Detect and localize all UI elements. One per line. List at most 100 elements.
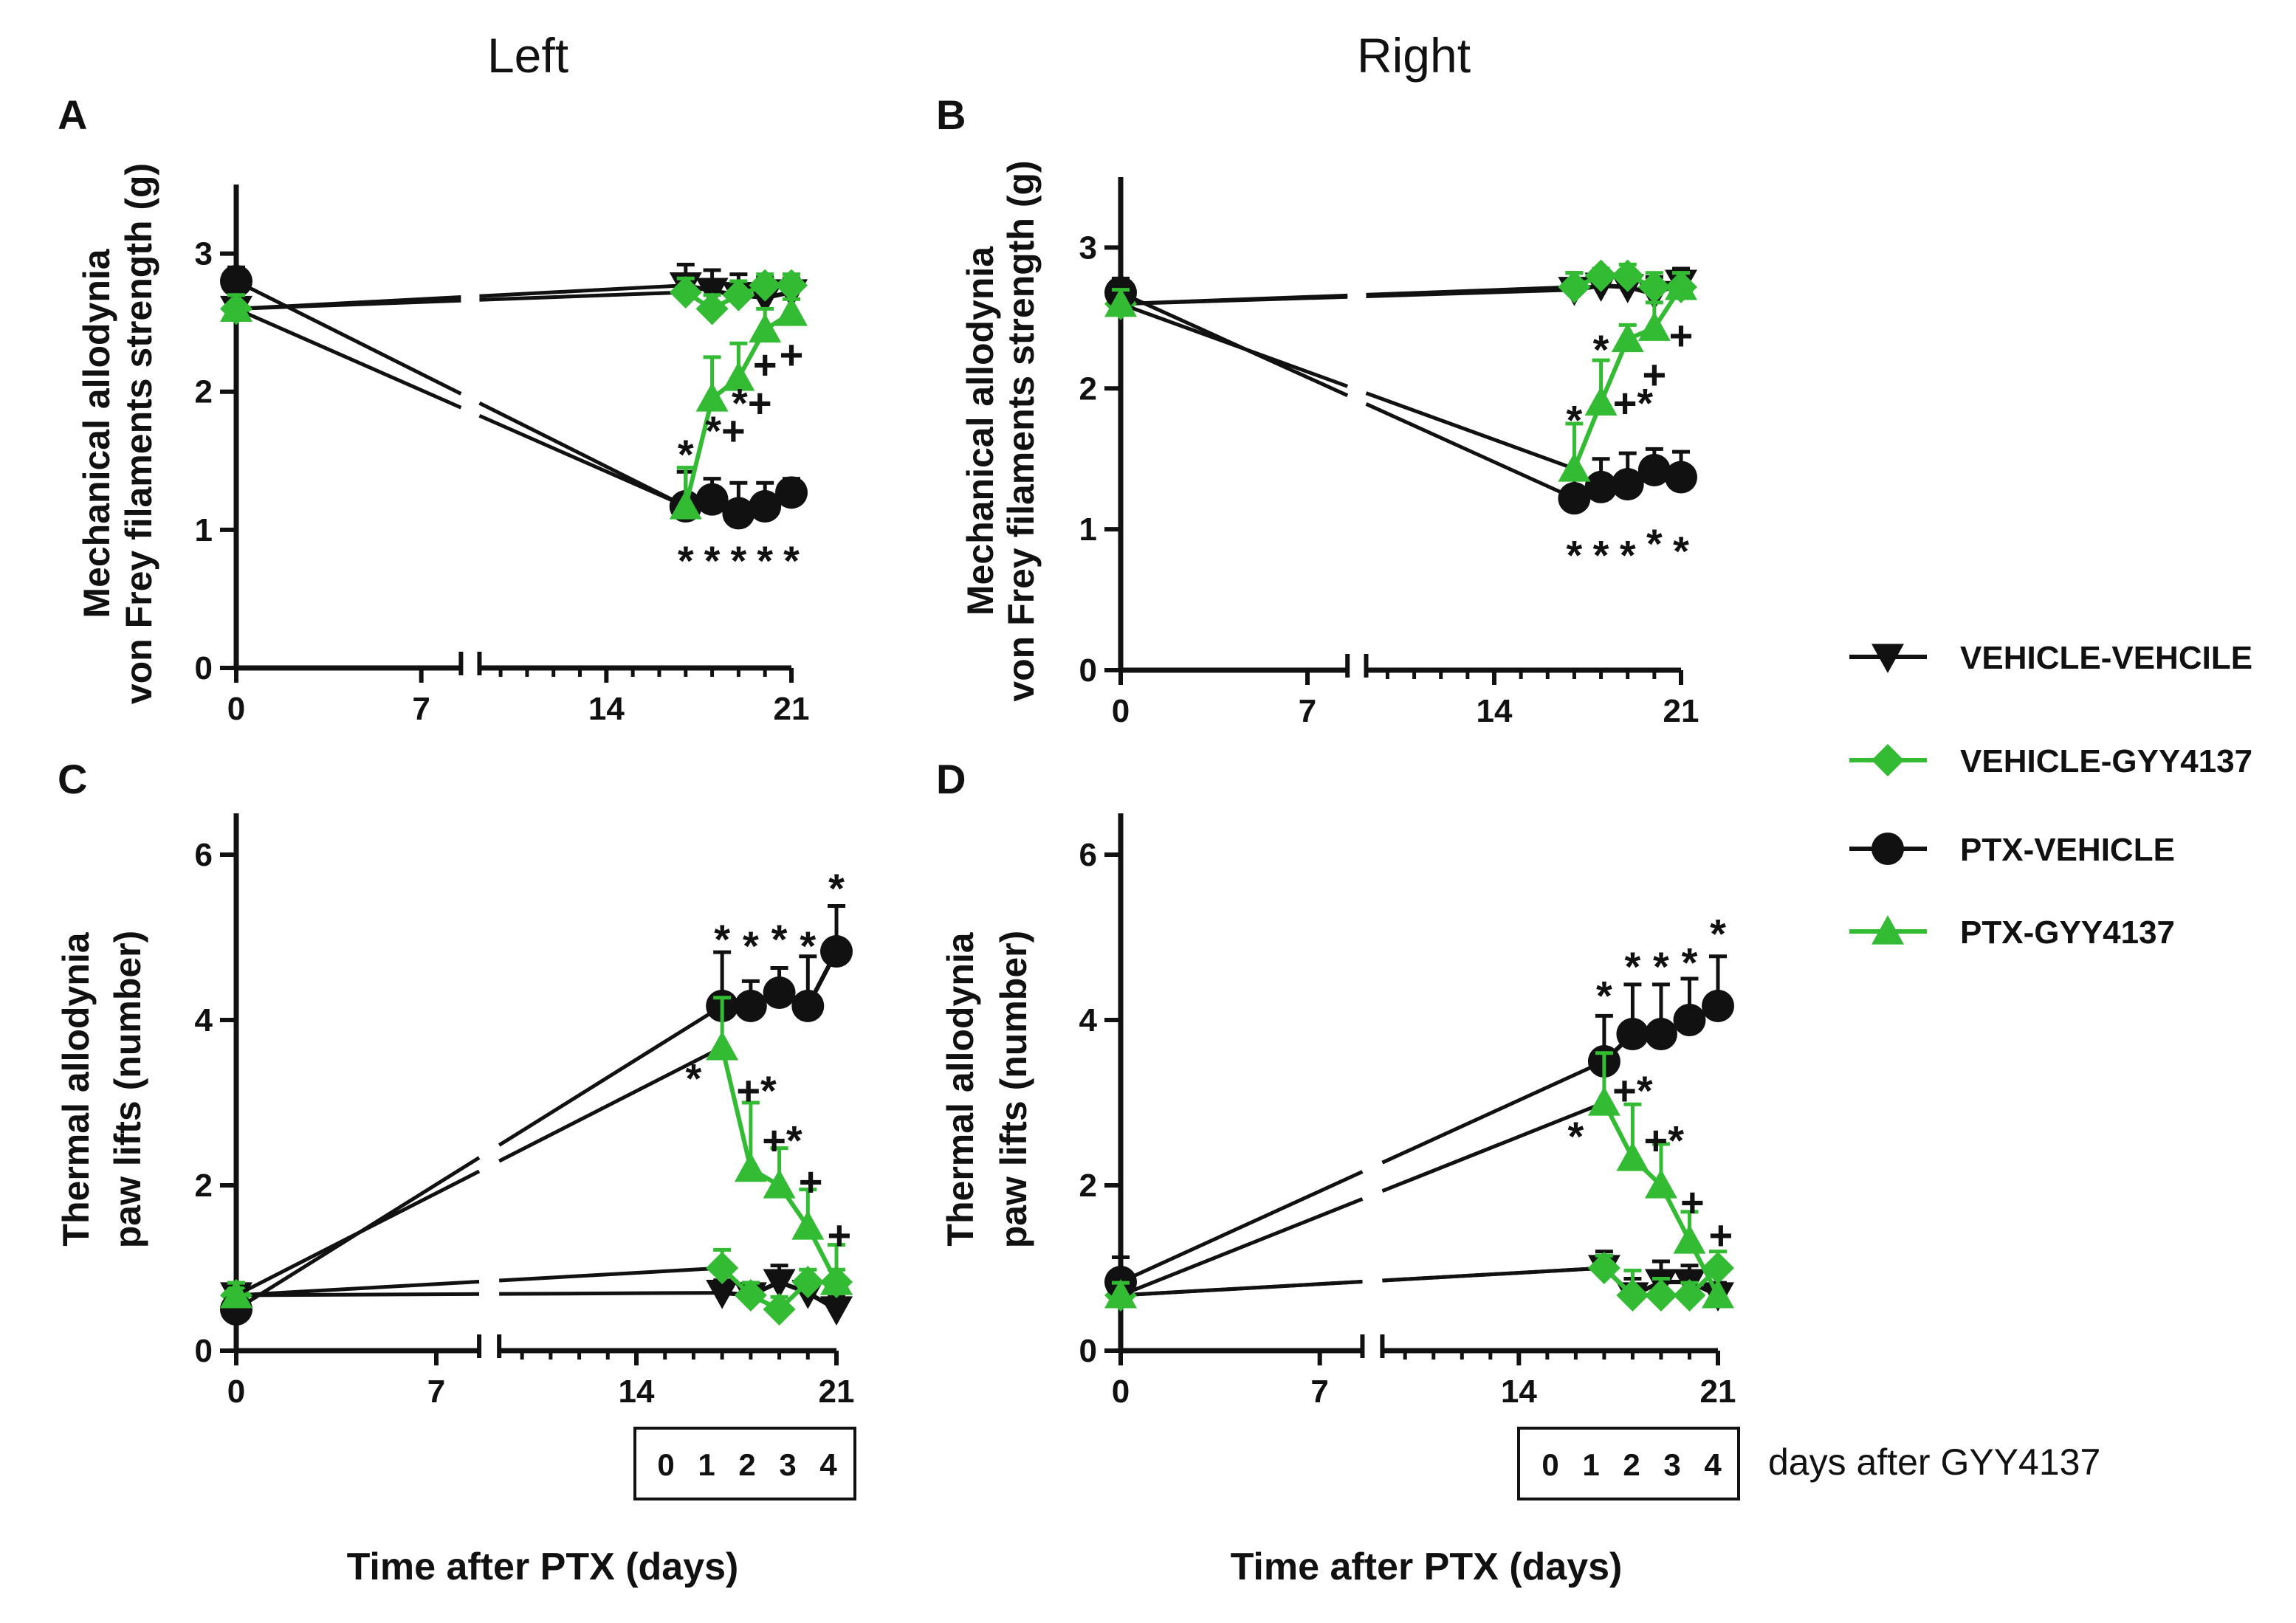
significance-label: +* xyxy=(1612,1067,1653,1114)
y-tick-label: 0 xyxy=(1079,1333,1097,1369)
legend-marker xyxy=(1871,744,1904,776)
data-point xyxy=(1587,1252,1620,1284)
significance-label: * xyxy=(730,537,746,584)
y-tick-label: 2 xyxy=(195,1168,213,1204)
legend-item-ptx-gyy4137: PTX-GYY4137 xyxy=(1849,914,2175,951)
data-point xyxy=(706,1280,739,1309)
significance-label: * xyxy=(1567,396,1583,443)
y-tick-label: 6 xyxy=(195,837,213,873)
y-tick-label: 2 xyxy=(195,374,213,410)
data-point xyxy=(775,476,808,509)
day-box-label: 4 xyxy=(819,1447,837,1482)
legend-label: VEHICLE-GYY4137 xyxy=(1960,743,2252,779)
data-point xyxy=(791,1210,825,1240)
significance-label: * xyxy=(800,923,816,969)
data-point xyxy=(775,297,808,326)
data-point xyxy=(749,490,782,523)
significance-label: *+ xyxy=(732,380,772,427)
series-line xyxy=(1381,1100,1605,1193)
legend-item-ptx-vehicle: PTX-VEHICLE xyxy=(1849,832,2175,868)
day-box-label: 1 xyxy=(1582,1447,1599,1482)
legend-label: VEHICLE-VEHCILE xyxy=(1960,640,2252,676)
data-point xyxy=(749,269,782,302)
series-line xyxy=(478,401,687,509)
data-point xyxy=(706,1252,739,1284)
data-point xyxy=(1104,1278,1137,1309)
legend-item-vehicle-gyy4137: VEHICLE-GYY4137 xyxy=(1849,743,2252,779)
significance-label: + xyxy=(780,331,804,378)
data-point xyxy=(820,1266,853,1295)
panel-letter: B xyxy=(936,92,966,138)
data-point xyxy=(763,976,796,1010)
series-vehicle-gyy4137 xyxy=(220,1247,853,1326)
day-box-label: 4 xyxy=(1704,1447,1722,1482)
x-tick-label: 21 xyxy=(819,1374,855,1410)
series-line xyxy=(1119,1170,1364,1284)
day-box-label: 1 xyxy=(698,1447,715,1482)
significance-label: * xyxy=(714,916,730,962)
y-axis-label: paw lifts (number) xyxy=(993,931,1034,1249)
data-point xyxy=(763,1269,796,1299)
y-tick-label: 2 xyxy=(1079,371,1097,407)
data-point xyxy=(722,362,755,391)
significance-label: * xyxy=(1567,1113,1584,1159)
significance-label: * xyxy=(828,865,845,912)
series-line xyxy=(235,307,462,410)
x-tick-label: 7 xyxy=(412,691,430,727)
significance-label: +* xyxy=(736,1067,777,1114)
significance-label: * xyxy=(757,537,773,584)
data-point xyxy=(1644,1018,1677,1051)
legend-marker xyxy=(1871,833,1904,865)
y-axis-label: Mechanical allodynia xyxy=(76,248,117,618)
data-point xyxy=(669,490,702,520)
y-tick-label: 4 xyxy=(1079,1002,1098,1038)
day-box-frame xyxy=(633,1427,856,1500)
day-box-frame xyxy=(1517,1427,1740,1500)
data-point xyxy=(1637,270,1671,303)
y-tick-label: 3 xyxy=(1079,230,1097,266)
data-point xyxy=(220,1278,252,1309)
legend-label: PTX-GYY4137 xyxy=(1960,914,2175,951)
y-tick-label: 4 xyxy=(195,1002,213,1038)
legend-marker xyxy=(1871,915,1904,945)
y-axis-label: von Frey filaments strength (g) xyxy=(1000,160,1042,701)
data-point xyxy=(791,1266,825,1299)
y-axis-label: Thermal allodynia xyxy=(940,931,981,1246)
series-line xyxy=(235,1169,481,1298)
y-tick-label: 3 xyxy=(195,236,213,272)
significance-label: + xyxy=(828,1212,852,1258)
significance-label: * xyxy=(1593,326,1609,373)
data-point xyxy=(1637,311,1671,341)
series-ptx-vehicle xyxy=(1104,954,1734,1299)
x-tick-label: 0 xyxy=(227,1374,245,1410)
significance-label: * xyxy=(1567,531,1583,578)
y-tick-label: 2 xyxy=(1079,1168,1097,1204)
data-point xyxy=(763,1169,796,1199)
series-ptx-gyy4137 xyxy=(1104,270,1697,482)
data-point xyxy=(1558,482,1591,515)
significance-label: * xyxy=(704,537,721,584)
data-point xyxy=(1584,386,1618,416)
x-tick-label: 21 xyxy=(1663,693,1699,729)
day-box-label: 2 xyxy=(1623,1447,1640,1482)
data-point xyxy=(1673,1004,1706,1036)
significance-label: * xyxy=(1646,520,1663,567)
y-axis-label: paw lifts (number) xyxy=(107,931,148,1249)
column-title-left: Left xyxy=(487,28,568,83)
data-point xyxy=(220,292,252,323)
data-point xyxy=(1584,470,1618,503)
series-line xyxy=(236,1292,480,1298)
series-line xyxy=(498,1045,723,1163)
x-tick-label: 0 xyxy=(1112,693,1130,729)
data-point xyxy=(1702,989,1734,1022)
y-axis-label: Mechanical allodynia xyxy=(960,246,1001,616)
day-box-label: 0 xyxy=(657,1447,674,1482)
series-ptx-gyy4137 xyxy=(1104,1051,1734,1309)
significance-label: +* xyxy=(1613,379,1654,426)
data-point xyxy=(695,382,729,412)
series-line xyxy=(499,1266,723,1283)
x-axis-title-right: Time after PTX (days) xyxy=(1231,1546,1623,1588)
